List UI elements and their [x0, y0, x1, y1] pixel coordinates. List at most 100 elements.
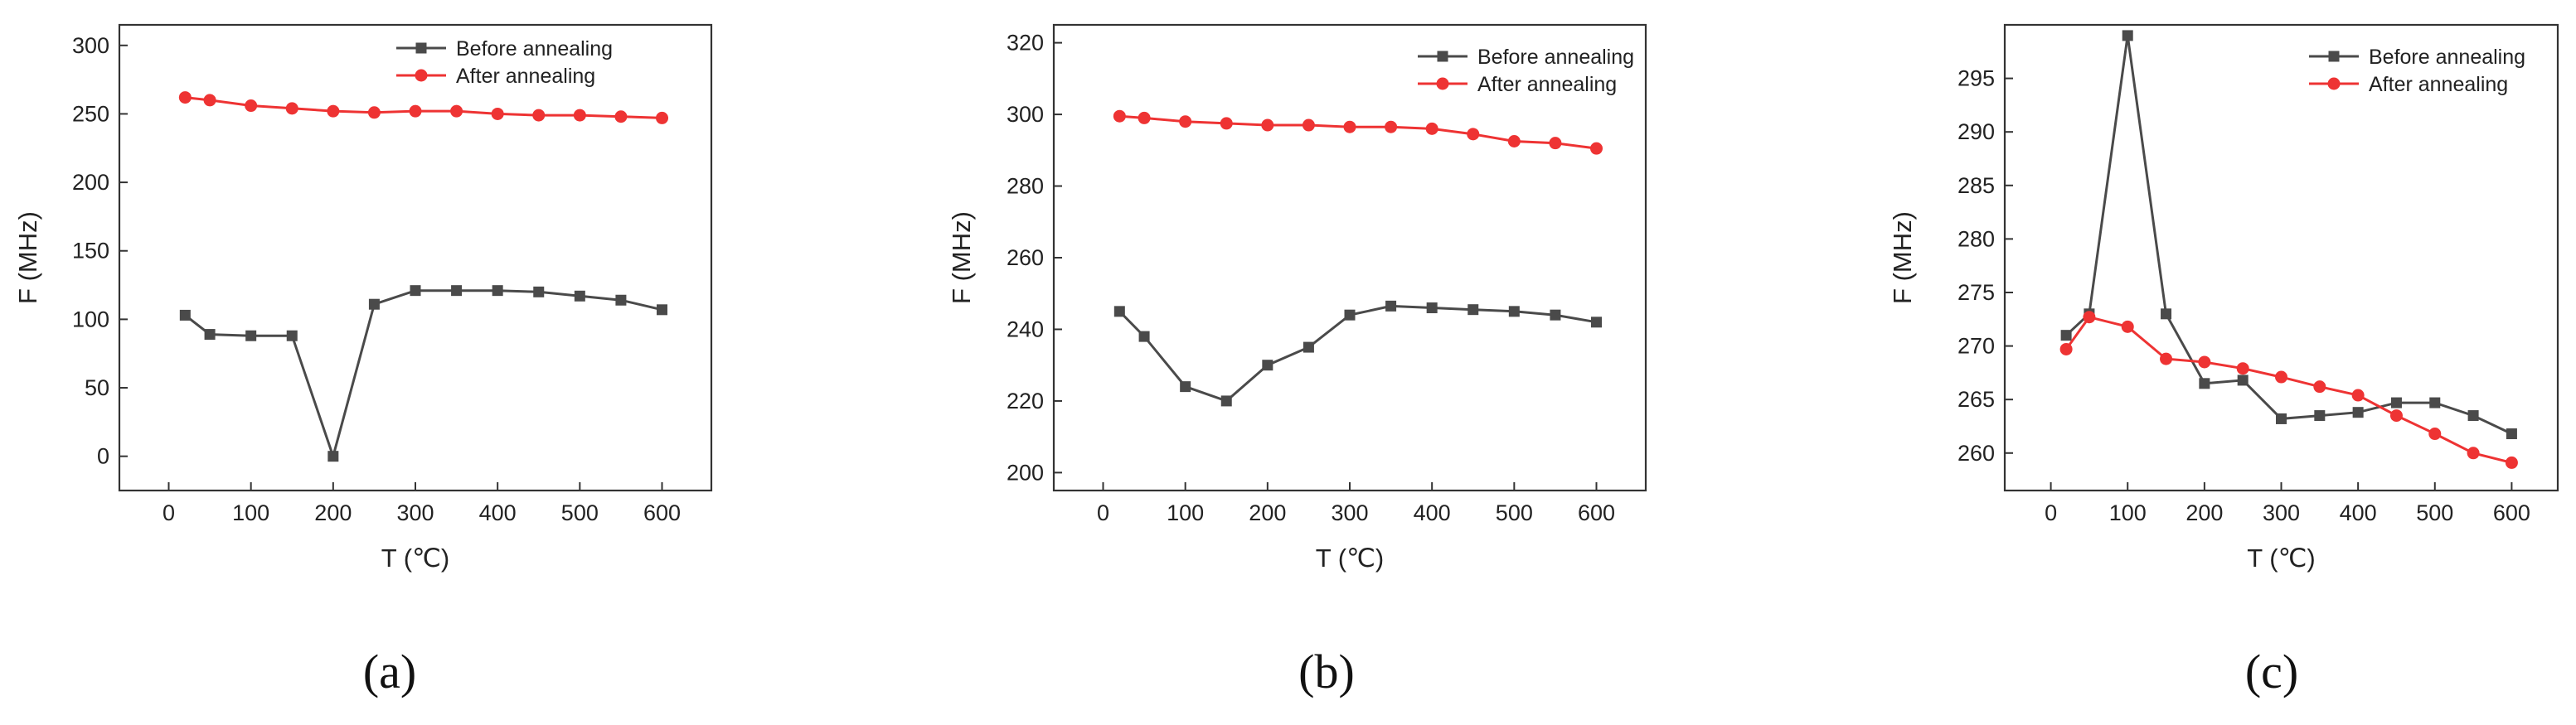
- series-line-1: [2064, 315, 2512, 464]
- data-point-circle: [1507, 135, 1521, 147]
- x-tick-label: 500: [1496, 500, 1533, 525]
- x-tick-label: 200: [1249, 500, 1286, 525]
- x-axis-label: T (℃): [1316, 544, 1384, 573]
- data-point-square: [410, 285, 421, 297]
- legend-label-0: Before annealing: [456, 37, 613, 60]
- y-tick-label: 0: [97, 444, 109, 469]
- data-point-square: [1467, 304, 1479, 316]
- x-tick-label: 400: [2340, 500, 2377, 525]
- data-point-circle: [532, 109, 546, 122]
- legend-marker-0: [2328, 51, 2340, 62]
- chart-panel-2: 0 100 200 300 400 500 600 260 265 270 275 280 285 290…: [1888, 23, 2559, 698]
- data-point-square: [2467, 410, 2479, 422]
- data-point-circle: [1590, 142, 1603, 155]
- data-point-square: [1113, 306, 1125, 317]
- y-tick-label: 300: [72, 33, 109, 58]
- y-tick-label: 280: [1957, 226, 1995, 251]
- data-point-square: [2390, 397, 2402, 408]
- data-point-square: [1303, 341, 1314, 353]
- y-tick-label: 200: [72, 170, 109, 195]
- x-tick-label: 300: [2263, 500, 2300, 525]
- x-tick-label: 500: [561, 500, 599, 525]
- data-point-square: [2506, 428, 2517, 440]
- y-axis-label: F (MHz): [13, 211, 42, 304]
- data-point-square: [1591, 317, 1602, 328]
- x-tick-label: 100: [2109, 500, 2147, 525]
- data-point-square: [1138, 331, 1150, 342]
- x-tick-label: 0: [163, 500, 175, 525]
- y-tick-label: 260: [1007, 245, 1044, 270]
- data-point-circle: [245, 99, 258, 113]
- y-tick-label: 220: [1007, 389, 1044, 413]
- data-point-square: [204, 329, 216, 341]
- data-point-circle: [1220, 117, 1233, 130]
- data-point-circle: [2505, 456, 2518, 469]
- data-point-square: [2352, 407, 2364, 418]
- data-point-circle: [491, 107, 504, 120]
- data-point-circle: [573, 109, 586, 122]
- data-point-circle: [1549, 137, 1562, 150]
- x-tick-label: 300: [396, 500, 434, 525]
- legend-label-0: Before annealing: [1477, 46, 1634, 69]
- data-point-circle: [614, 110, 628, 123]
- data-point-circle: [2160, 352, 2173, 365]
- data-point-circle: [409, 104, 422, 118]
- data-point-circle: [2236, 362, 2249, 375]
- legend-marker-1: [1436, 77, 1449, 90]
- series-line-0: [184, 289, 662, 461]
- data-point-square: [1220, 395, 1232, 407]
- legend-marker-1: [415, 69, 428, 82]
- data-point-square: [1426, 302, 1438, 314]
- data-point-square: [2314, 410, 2326, 422]
- data-point-circle: [203, 94, 216, 107]
- data-point-square: [245, 330, 257, 341]
- chart-panel-1: 0 100 200 300 400 500 600 200 220 240 260 280 300 320…: [947, 23, 1647, 698]
- data-point-square: [492, 285, 503, 297]
- data-point-circle: [1261, 118, 1274, 132]
- y-axis-label: F (MHz): [1888, 211, 1917, 304]
- data-point-circle: [1467, 128, 1480, 141]
- data-point-square: [179, 309, 191, 321]
- legend-marker-0: [1437, 51, 1448, 62]
- x-tick-label: 600: [2493, 500, 2530, 525]
- y-tick-label: 295: [1957, 66, 1995, 91]
- y-tick-label: 290: [1957, 119, 1995, 144]
- data-point-square: [368, 298, 380, 310]
- y-tick-label: 275: [1957, 280, 1995, 305]
- data-point-circle: [1425, 122, 1438, 135]
- chart-panel-0: 0 100 200 300 400 500 600 0 50 100 150 200 250 300 T (…: [13, 23, 713, 698]
- data-point-circle: [1343, 120, 1356, 133]
- data-point-square: [1344, 309, 1356, 321]
- data-point-circle: [2313, 380, 2326, 394]
- y-tick-label: 300: [1007, 102, 1044, 127]
- panel-label: (a): [363, 645, 416, 698]
- y-tick-label: 100: [72, 307, 109, 331]
- x-tick-label: 100: [1167, 500, 1204, 525]
- legend-label-0: Before annealing: [2369, 46, 2525, 69]
- data-point-square: [1180, 381, 1191, 393]
- legend-label-1: After annealing: [1477, 73, 1617, 96]
- y-axis-label: F (MHz): [947, 211, 976, 304]
- data-point-square: [574, 290, 585, 302]
- data-point-square: [533, 286, 545, 297]
- data-point-circle: [2275, 370, 2287, 384]
- data-point-square: [2060, 330, 2072, 341]
- y-tick-label: 200: [1007, 460, 1044, 485]
- x-axis-label: T (℃): [2247, 544, 2315, 573]
- data-point-square: [2122, 30, 2133, 41]
- data-point-circle: [1302, 118, 1315, 132]
- series-line-0: [1118, 304, 1597, 403]
- data-point-circle: [1179, 115, 1192, 128]
- data-point-square: [286, 330, 298, 341]
- data-point-circle: [367, 106, 381, 119]
- panel-label: (c): [2245, 645, 2298, 698]
- y-tick-label: 270: [1957, 334, 1995, 359]
- data-point-circle: [178, 91, 192, 104]
- y-tick-label: 50: [85, 375, 109, 400]
- data-point-circle: [2198, 355, 2211, 369]
- data-point-circle: [2059, 342, 2073, 355]
- data-point-square: [2199, 378, 2210, 389]
- y-tick-label: 320: [1007, 31, 1044, 56]
- x-tick-label: 400: [479, 500, 517, 525]
